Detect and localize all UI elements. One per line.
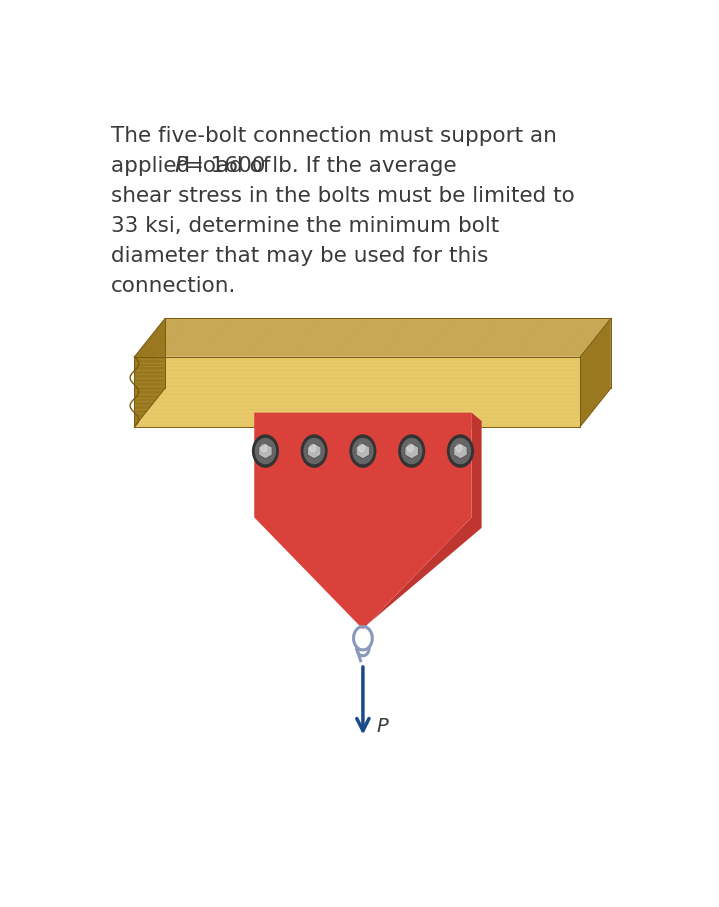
Circle shape bbox=[252, 435, 278, 467]
Circle shape bbox=[407, 444, 413, 452]
Circle shape bbox=[456, 444, 462, 452]
Text: = 1600 lb. If the average: = 1600 lb. If the average bbox=[179, 156, 457, 176]
Circle shape bbox=[261, 444, 267, 452]
Polygon shape bbox=[255, 413, 472, 629]
Circle shape bbox=[350, 435, 376, 467]
Circle shape bbox=[358, 444, 365, 452]
Circle shape bbox=[310, 444, 316, 452]
Circle shape bbox=[353, 438, 373, 463]
Text: 33 ksi, determine the minimum bolt: 33 ksi, determine the minimum bolt bbox=[111, 217, 499, 237]
Circle shape bbox=[304, 438, 324, 463]
Polygon shape bbox=[134, 318, 165, 426]
Circle shape bbox=[402, 438, 422, 463]
Circle shape bbox=[450, 438, 470, 463]
Circle shape bbox=[448, 435, 473, 467]
Polygon shape bbox=[134, 318, 611, 356]
Polygon shape bbox=[405, 444, 418, 459]
Polygon shape bbox=[454, 444, 467, 459]
Polygon shape bbox=[259, 444, 273, 459]
Text: connection.: connection. bbox=[111, 277, 237, 297]
Polygon shape bbox=[580, 318, 611, 426]
Circle shape bbox=[399, 435, 424, 467]
Text: P: P bbox=[377, 717, 388, 736]
Polygon shape bbox=[134, 356, 580, 426]
Circle shape bbox=[255, 438, 275, 463]
Polygon shape bbox=[363, 413, 482, 629]
Text: applied load of: applied load of bbox=[111, 156, 278, 176]
Text: The five-bolt connection must support an: The five-bolt connection must support an bbox=[111, 126, 557, 146]
Text: diameter that may be used for this: diameter that may be used for this bbox=[111, 247, 488, 267]
Text: shear stress in the bolts must be limited to: shear stress in the bolts must be limite… bbox=[111, 186, 574, 207]
Polygon shape bbox=[356, 444, 370, 459]
Text: P: P bbox=[175, 156, 188, 176]
Circle shape bbox=[301, 435, 327, 467]
Polygon shape bbox=[308, 444, 321, 459]
